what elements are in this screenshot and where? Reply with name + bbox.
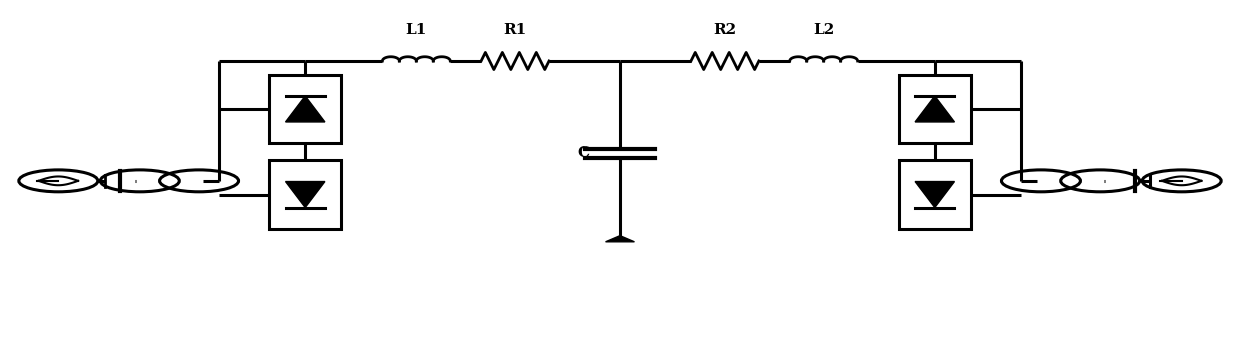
Polygon shape (915, 96, 955, 122)
Bar (899, 75, 971, 143)
Text: L1: L1 (405, 23, 427, 37)
Polygon shape (920, 222, 950, 228)
Text: C: C (577, 147, 589, 160)
Polygon shape (915, 182, 955, 207)
Polygon shape (285, 96, 325, 122)
Text: R2: R2 (713, 23, 737, 37)
Bar (269, 160, 341, 229)
Text: L2: L2 (813, 23, 835, 37)
Polygon shape (605, 236, 635, 242)
Polygon shape (285, 182, 325, 207)
Bar (269, 75, 341, 143)
Polygon shape (290, 222, 320, 228)
Bar (899, 160, 971, 229)
Text: R1: R1 (503, 23, 527, 37)
